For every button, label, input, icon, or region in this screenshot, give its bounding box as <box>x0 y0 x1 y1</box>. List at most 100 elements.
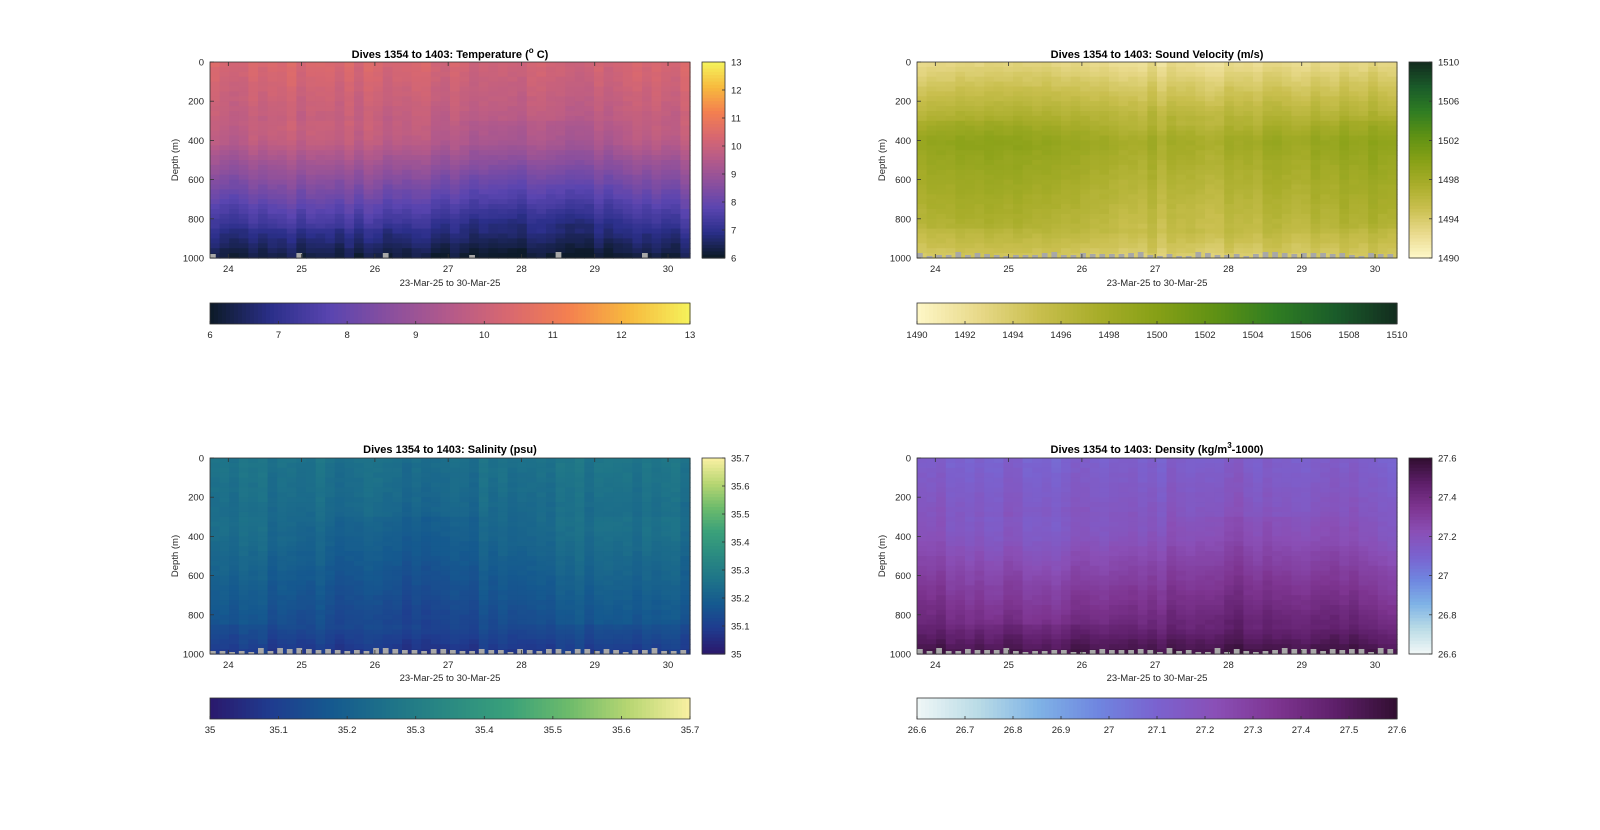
heatmap-cell <box>1291 164 1302 171</box>
heatmap-cell <box>1253 238 1264 244</box>
heatmap-cell <box>651 62 662 68</box>
heatmap-cell <box>926 86 937 92</box>
heatmap-cell <box>642 223 653 230</box>
heatmap-cell <box>1195 145 1206 151</box>
heatmap-cell <box>325 145 336 151</box>
heatmap-cell <box>498 115 509 122</box>
heatmap-cell <box>965 111 976 117</box>
heatmap-cell <box>1281 111 1292 117</box>
heatmap-cell <box>392 253 403 259</box>
heatmap-cell <box>1281 199 1292 205</box>
heatmap-cell <box>488 86 499 92</box>
x-tick-label: 24 <box>930 264 941 275</box>
heatmap-cell <box>1041 248 1052 254</box>
heatmap-cell <box>354 184 365 190</box>
heatmap-cell <box>325 204 336 210</box>
heatmap-cell <box>277 145 288 151</box>
heatmap-cell <box>210 96 221 102</box>
heatmap-cell <box>680 106 691 112</box>
colorbar-swatch <box>434 303 439 324</box>
heatmap-cell <box>277 189 288 195</box>
salinity-heatmap <box>209 457 691 655</box>
heatmap-cell <box>1368 76 1379 83</box>
heatmap-cell <box>1128 106 1139 112</box>
heatmap-cell <box>1387 160 1398 166</box>
heatmap-cell <box>1339 194 1350 200</box>
heatmap-cell <box>1061 184 1072 190</box>
heatmap-cell <box>1147 96 1158 102</box>
heatmap-cell <box>955 140 966 146</box>
heatmap-cell <box>984 120 995 127</box>
heatmap-cell <box>440 209 451 215</box>
colorbar-swatch <box>1409 189 1432 194</box>
heatmap-cell <box>1147 155 1158 161</box>
heatmap-cell <box>421 253 432 259</box>
heatmap-cell <box>936 76 947 83</box>
no-data-cell <box>1310 253 1317 258</box>
heatmap-cell <box>229 189 240 195</box>
heatmap-cell <box>1377 233 1388 239</box>
heatmap-cell <box>248 86 259 92</box>
heatmap-cell <box>392 218 403 225</box>
heatmap-cell <box>1205 135 1216 141</box>
heatmap-cell <box>286 96 297 102</box>
heatmap-cell <box>1262 218 1273 225</box>
heatmap-cell <box>440 164 451 171</box>
heatmap-cell <box>1118 76 1129 83</box>
heatmap-cell <box>488 135 499 141</box>
heatmap-cell <box>917 140 928 146</box>
heatmap-cell <box>1358 150 1369 156</box>
heatmap-cell <box>1051 96 1062 102</box>
heatmap-cell <box>238 223 249 230</box>
heatmap-cell <box>594 135 605 141</box>
heatmap-cell <box>1253 184 1264 190</box>
heatmap-cell <box>286 619 297 626</box>
heatmap-cell <box>651 218 662 225</box>
heatmap-cell <box>1109 238 1120 244</box>
heatmap-cell <box>574 199 585 205</box>
heatmap-cell <box>1051 81 1062 88</box>
colorbar-swatch <box>1409 97 1432 102</box>
colorbar-swatch <box>1409 68 1432 73</box>
heatmap-cell <box>1080 81 1091 88</box>
heatmap-cell <box>1301 155 1312 161</box>
heatmap-cell <box>1272 135 1283 141</box>
heatmap-cell <box>1003 140 1014 146</box>
heatmap-cell <box>373 86 384 92</box>
heatmap-cell <box>1061 228 1072 235</box>
heatmap-cell <box>1205 62 1216 68</box>
heatmap-cell <box>248 624 259 631</box>
heatmap-cell <box>680 213 691 220</box>
heatmap-cell <box>296 546 307 552</box>
heatmap-cell <box>517 130 528 137</box>
heatmap-cell <box>584 164 595 171</box>
heatmap-cell <box>661 233 672 239</box>
heatmap-cell <box>642 233 653 239</box>
heatmap-cell <box>1272 189 1283 195</box>
heatmap-cell <box>277 565 288 572</box>
heatmap-cell <box>1051 155 1062 161</box>
heatmap-cell <box>1301 125 1312 132</box>
colorbar-swatch <box>398 303 403 324</box>
colorbar-swatch <box>702 179 725 184</box>
heatmap-cell <box>1109 194 1120 200</box>
heatmap-cell <box>248 614 259 621</box>
heatmap-cell <box>555 189 566 195</box>
heatmap-cell <box>955 213 966 220</box>
heatmap-cell <box>430 76 441 83</box>
heatmap-cell <box>1089 223 1100 230</box>
heatmap-cell <box>1022 101 1033 107</box>
heatmap-cell <box>267 516 278 523</box>
heatmap-cell <box>402 145 413 151</box>
heatmap-cell <box>325 125 336 132</box>
heatmap-cell <box>1310 145 1321 151</box>
heatmap-cell <box>354 199 365 205</box>
heatmap-cell <box>1166 218 1177 225</box>
heatmap-cell <box>546 96 557 102</box>
heatmap-cell <box>584 184 595 190</box>
heatmap-cell <box>478 66 489 73</box>
heatmap-cell <box>1301 111 1312 117</box>
heatmap-cell <box>974 233 985 239</box>
heatmap-cell <box>1070 71 1081 78</box>
heatmap-cell <box>248 639 259 645</box>
